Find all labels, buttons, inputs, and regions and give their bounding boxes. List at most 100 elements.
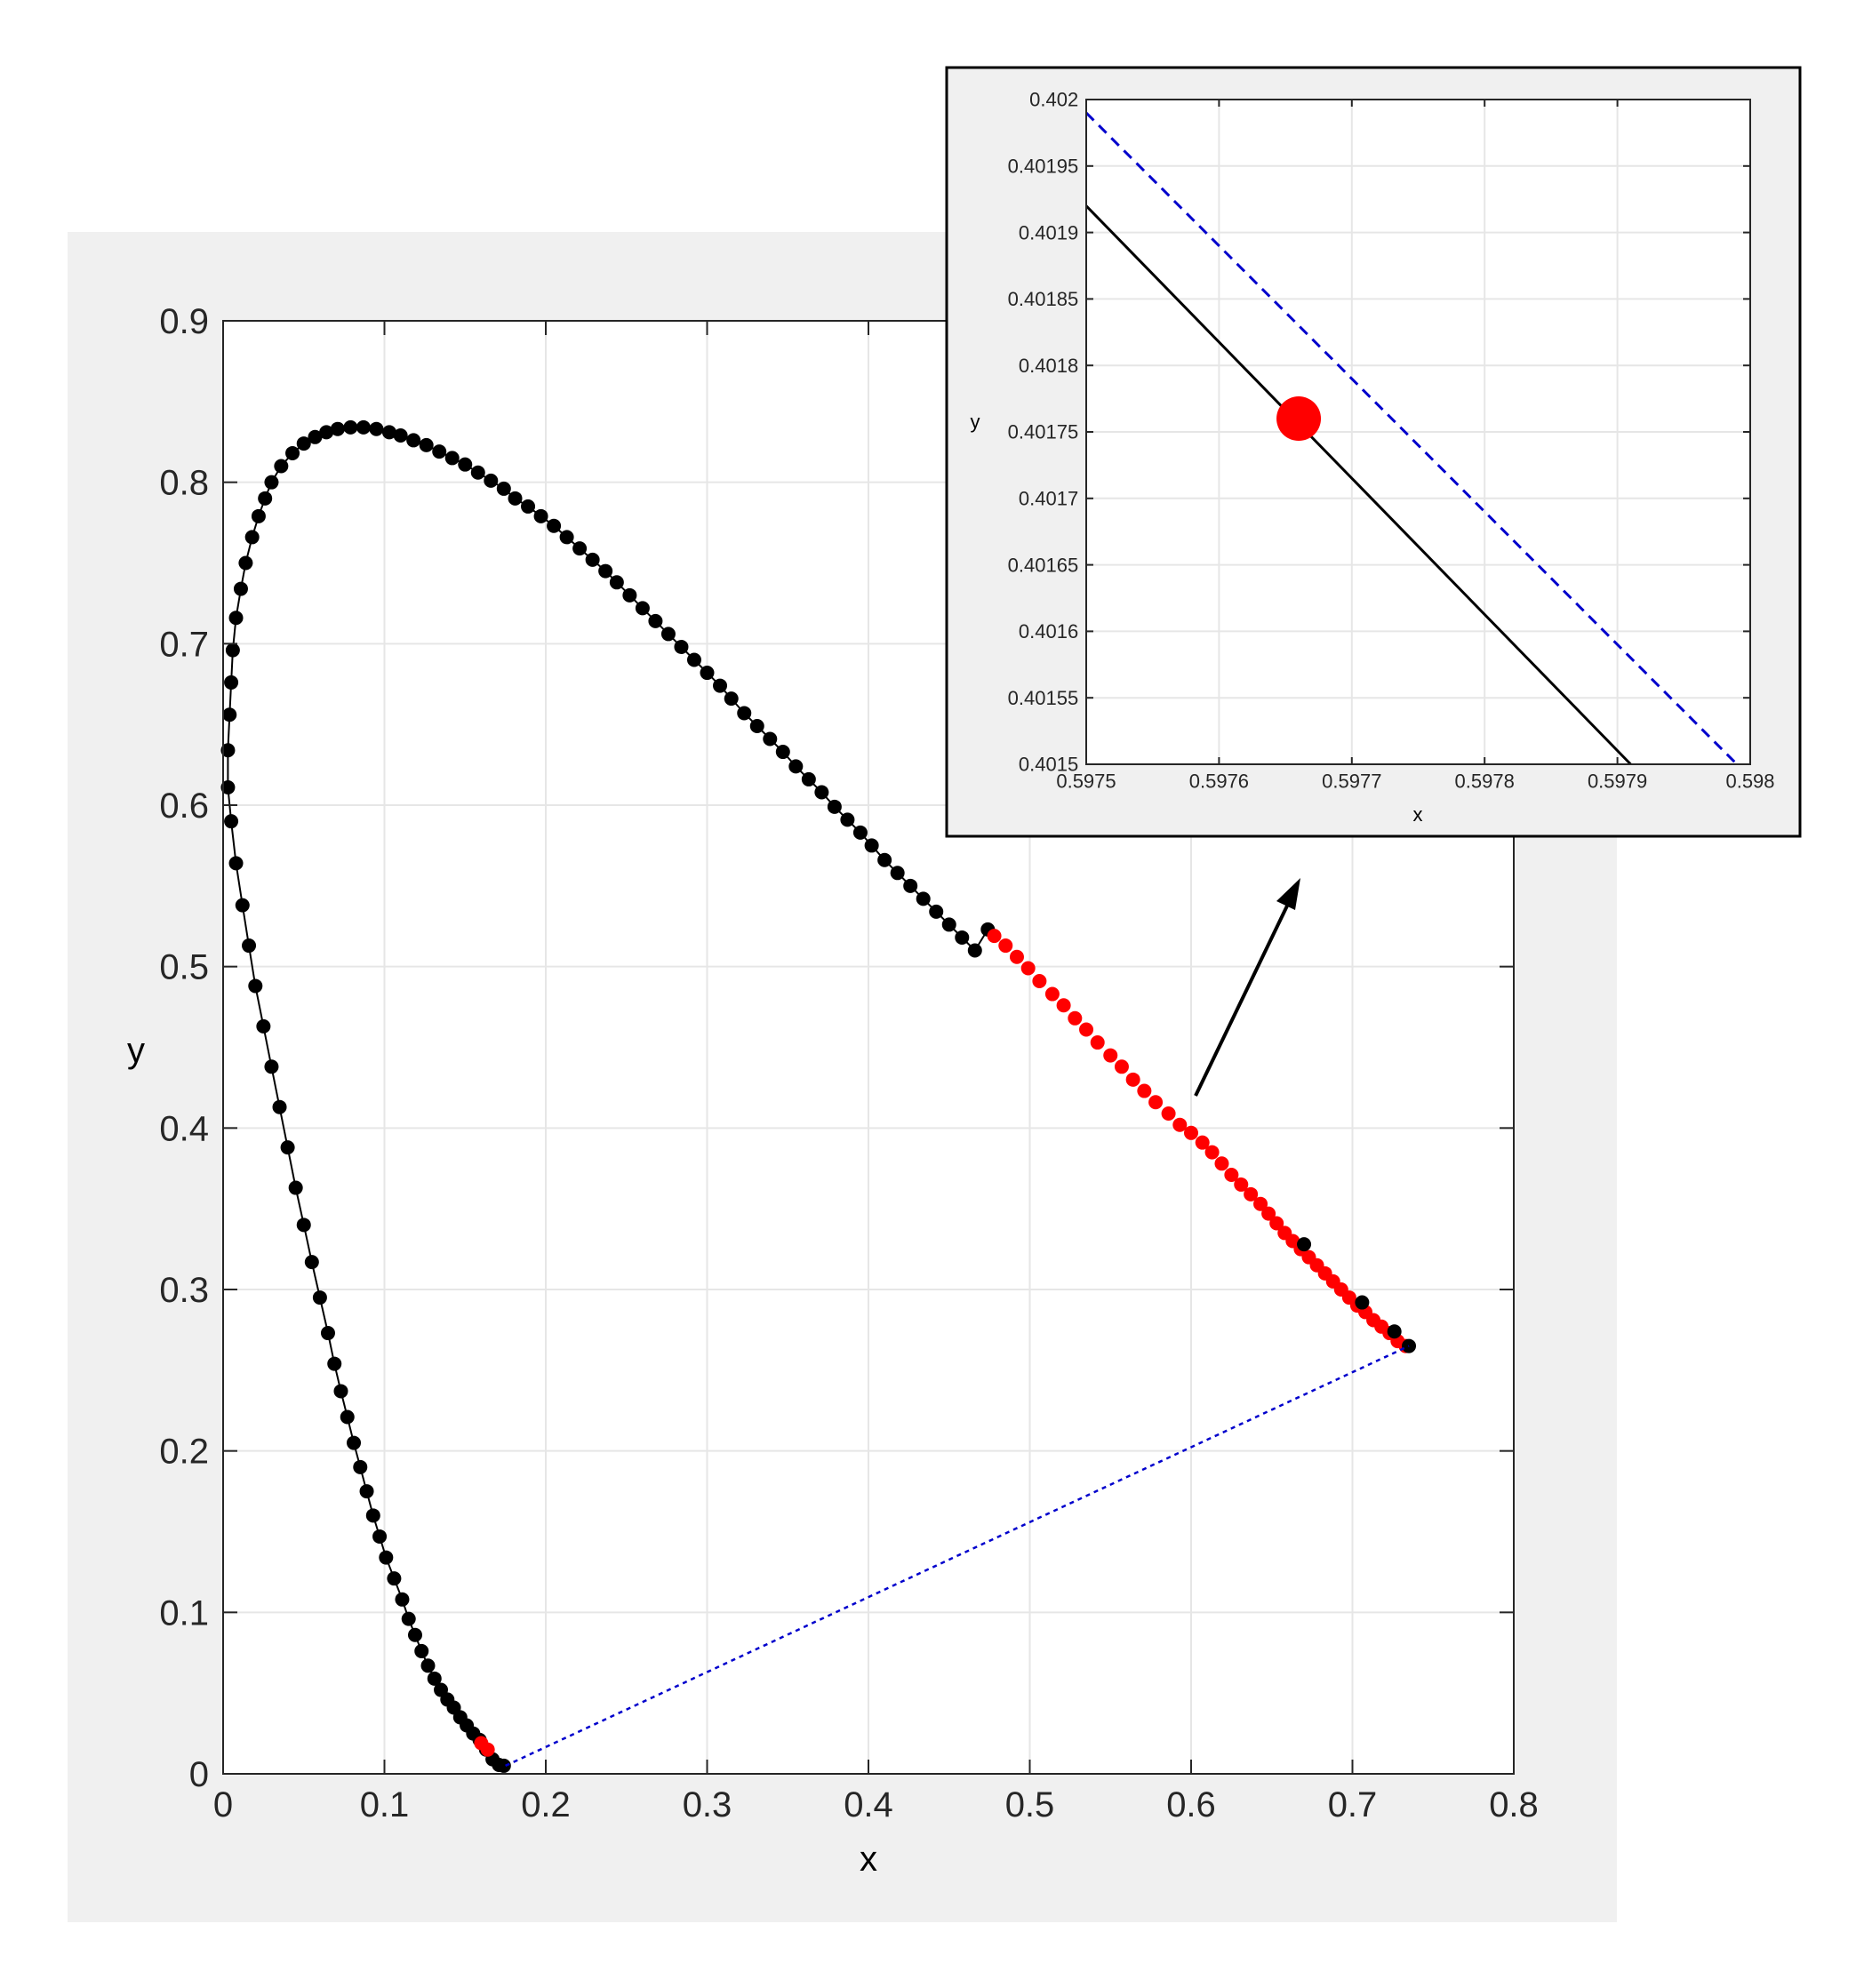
data-point: [320, 1326, 335, 1341]
data-point: [864, 838, 879, 853]
x-tick-label: 0.1: [360, 1785, 410, 1824]
data-point: [1161, 1106, 1176, 1121]
y-tick-label: 0.4019: [1019, 221, 1078, 244]
locus-segment-line: [1084, 204, 1632, 766]
data-point: [1253, 1196, 1268, 1211]
data-point: [343, 419, 358, 435]
data-point: [700, 666, 715, 681]
data-point: [365, 1508, 380, 1523]
x-tick-label: 0.5976: [1189, 770, 1249, 792]
data-point: [1261, 1206, 1276, 1221]
data-point: [1020, 961, 1036, 976]
y-tick-label: 0.40155: [1008, 687, 1079, 709]
data-point: [1244, 1186, 1259, 1202]
data-point: [242, 938, 257, 954]
data-point: [401, 1611, 416, 1626]
data-point: [998, 938, 1013, 954]
inset-data-series: [1084, 111, 1739, 766]
data-point: [356, 419, 371, 435]
data-point: [444, 451, 460, 466]
inset-x-axis-label: x: [1413, 803, 1423, 826]
data-point: [788, 759, 804, 774]
data-point: [737, 706, 752, 721]
data-point: [372, 1529, 388, 1544]
data-point: [387, 1571, 402, 1586]
main-y-axis-label: y: [127, 1031, 145, 1070]
data-point: [369, 421, 384, 436]
data-point: [347, 1435, 362, 1450]
data-point: [333, 1384, 348, 1399]
y-tick-label: 0.40175: [1008, 421, 1079, 443]
data-point: [395, 1592, 410, 1607]
data-point: [533, 508, 548, 523]
zoom-arrowhead: [1276, 878, 1300, 910]
x-tick-label: 0: [213, 1785, 233, 1824]
data-point: [775, 745, 790, 760]
data-point: [929, 904, 944, 919]
data-point: [1137, 1083, 1152, 1098]
data-point: [987, 929, 1002, 944]
data-point: [1056, 998, 1071, 1013]
data-point: [228, 856, 244, 871]
data-point: [470, 465, 485, 480]
data-point: [233, 581, 248, 596]
y-tick-label: 0: [189, 1755, 209, 1794]
zoom-arrow-shaft: [1194, 898, 1292, 1097]
y-tick-label: 0.40165: [1008, 554, 1079, 576]
data-point: [1172, 1117, 1188, 1132]
data-point: [1103, 1048, 1118, 1063]
y-tick-label: 0.6: [159, 786, 209, 826]
data-point: [1184, 1125, 1198, 1140]
data-point: [251, 508, 266, 523]
data-point: [304, 1255, 319, 1270]
data-point: [288, 1180, 303, 1195]
data-point: [763, 731, 778, 746]
data-point: [1214, 1156, 1229, 1171]
x-tick-label: 0.4: [844, 1785, 893, 1824]
main-data-series: [220, 419, 1417, 1773]
y-tick-label: 0.5: [159, 948, 209, 987]
data-point: [224, 814, 239, 829]
data-point: [674, 639, 689, 654]
data-point: [280, 1140, 295, 1155]
data-point: [801, 771, 816, 786]
data-point: [1224, 1168, 1239, 1183]
x-tick-label: 0.2: [521, 1785, 571, 1824]
data-point: [1044, 986, 1060, 1002]
data-point: [635, 601, 650, 616]
data-point: [521, 499, 536, 514]
data-point: [235, 898, 250, 913]
x-tick-label: 0.5977: [1322, 770, 1381, 792]
data-point: [1079, 1022, 1094, 1037]
data-point: [312, 1290, 327, 1305]
data-point: [419, 437, 434, 452]
x-tick-label: 0.3: [683, 1785, 732, 1824]
data-point: [244, 530, 260, 545]
data-point: [840, 812, 855, 827]
data-point: [225, 643, 240, 658]
data-point: [941, 917, 956, 932]
data-point: [1148, 1095, 1164, 1110]
x-tick-label: 0.6: [1166, 1785, 1216, 1824]
data-point: [1032, 974, 1047, 989]
data-point: [1387, 1324, 1402, 1339]
data-point: [327, 1356, 342, 1371]
y-tick-label: 0.8: [159, 464, 209, 503]
data-point: [296, 1218, 311, 1233]
x-tick-label: 0.5978: [1455, 770, 1515, 792]
data-point: [749, 718, 764, 733]
data-point: [1204, 1145, 1220, 1160]
data-point: [903, 878, 918, 893]
data-point: [414, 1643, 429, 1658]
data-point: [559, 530, 574, 545]
data-point: [220, 743, 236, 758]
y-tick-label: 0.40185: [1008, 288, 1079, 310]
x-tick-label: 0.5979: [1588, 770, 1647, 792]
data-point: [296, 436, 311, 451]
data-point: [547, 518, 562, 533]
data-point: [474, 1736, 489, 1751]
data-point: [814, 785, 829, 800]
x-tick-label: 0.8: [1489, 1785, 1539, 1824]
y-tick-label: 0.7: [159, 625, 209, 664]
